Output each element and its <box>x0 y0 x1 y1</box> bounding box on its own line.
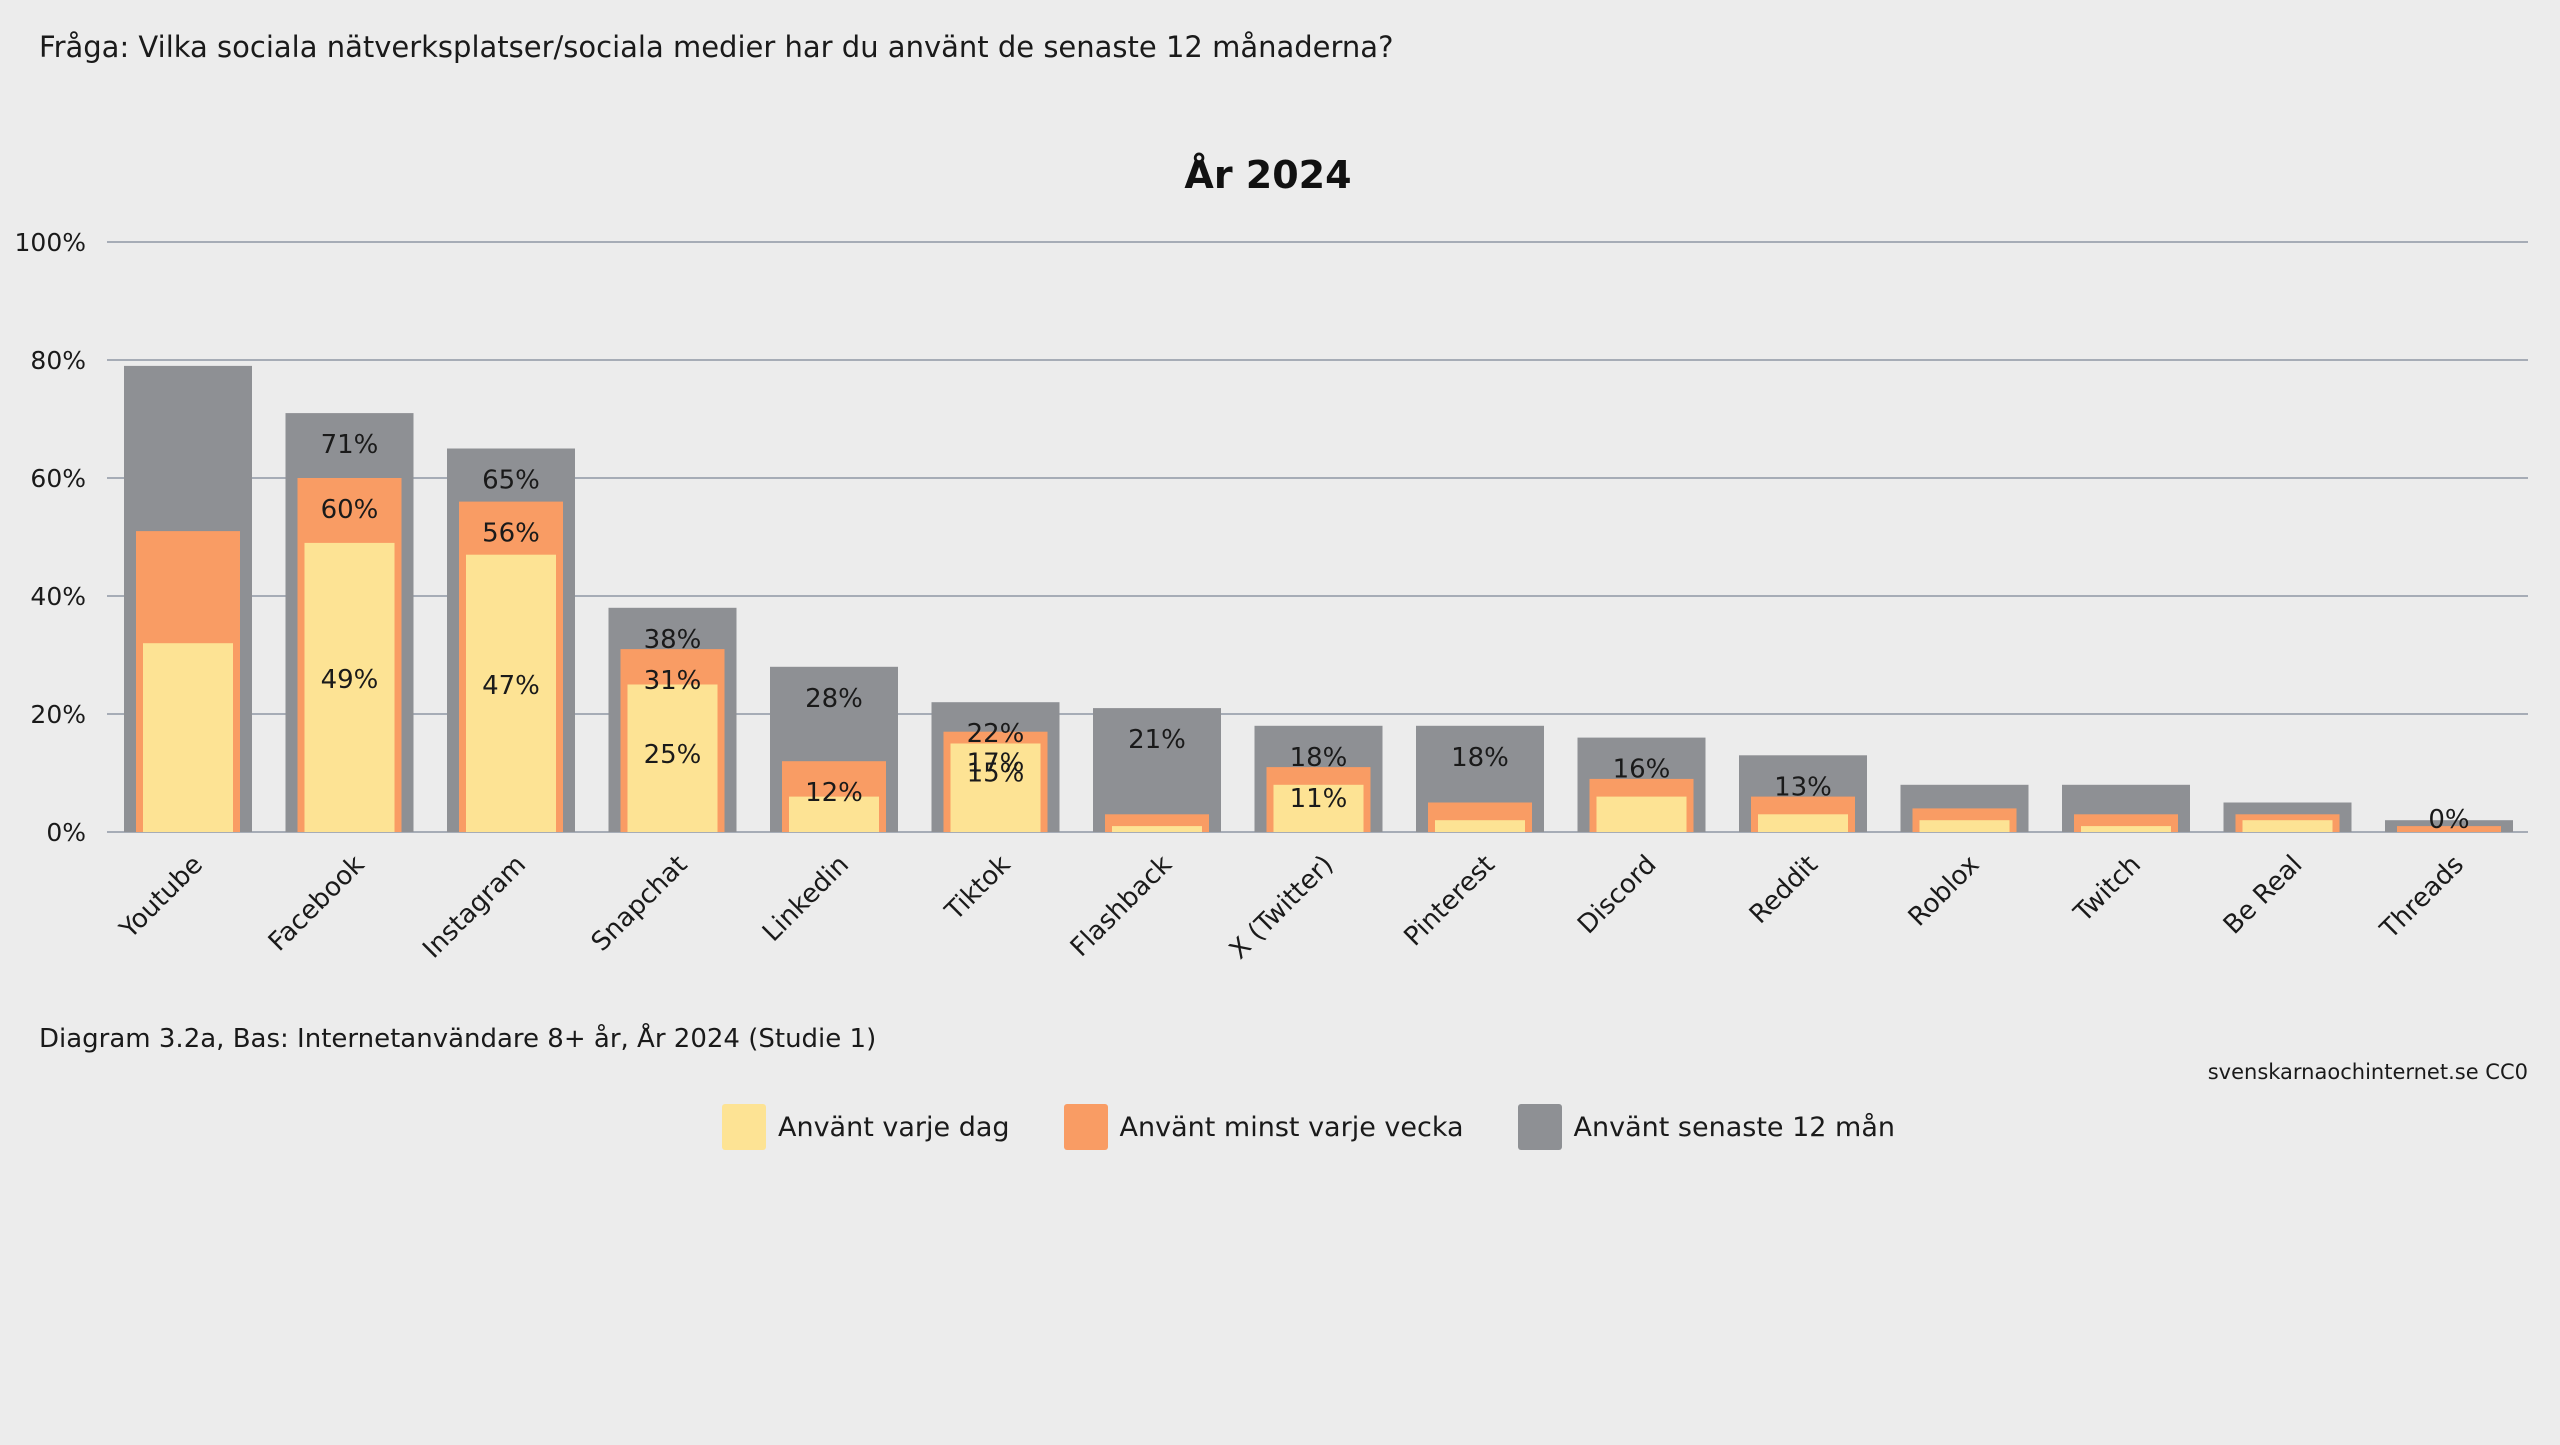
x-tick-label: Linkedin <box>757 850 855 948</box>
bar-daily <box>1273 784 1364 832</box>
data-label: 25% <box>644 740 702 770</box>
data-label: 49% <box>321 665 379 695</box>
y-tick-label: 60% <box>30 464 86 493</box>
data-label: 28% <box>805 684 863 714</box>
y-tick-label: 20% <box>30 700 86 729</box>
x-tick-label: Tiktok <box>939 850 1016 927</box>
x-tick-label: Pinterest <box>1399 850 1501 952</box>
data-label: 47% <box>482 671 540 701</box>
bar-daily <box>1919 820 2010 832</box>
legend-swatch-weekly <box>1063 1104 1108 1150</box>
legend-item-yearly: Använt senaste 12 mån <box>1517 1104 1895 1150</box>
bar-daily <box>143 643 233 832</box>
bar-yearly <box>1093 708 1221 832</box>
bar-daily <box>789 796 879 832</box>
data-label: 22% <box>967 719 1025 749</box>
x-tick-label: Twitch <box>2068 850 2147 929</box>
data-label: 60% <box>321 495 379 525</box>
legend-item-daily: Använt varje dag <box>722 1104 1010 1150</box>
legend: Använt varje dag Använt minst varje veck… <box>722 1104 1895 1150</box>
x-tick-label: Facebook <box>263 850 371 958</box>
data-label: 11% <box>1290 784 1348 814</box>
legend-label-weekly: Använt minst varje vecka <box>1119 1111 1464 1143</box>
legend-swatch-yearly <box>1517 1104 1562 1150</box>
x-tick-label: Instagram <box>417 850 532 965</box>
diagram-footnote: Diagram 3.2a, Bas: Internetanvändare 8+ … <box>39 1024 877 1054</box>
bar-daily <box>2242 820 2333 832</box>
data-label: 65% <box>482 466 540 496</box>
data-label: 31% <box>644 666 702 696</box>
bar-daily <box>1112 826 1202 832</box>
data-label: 16% <box>1613 755 1671 785</box>
data-label: 56% <box>482 519 540 549</box>
bar-daily <box>1758 814 1848 832</box>
data-label: 71% <box>321 430 379 460</box>
data-label: 12% <box>805 778 863 808</box>
legend-label-yearly: Använt senaste 12 mån <box>1573 1111 1895 1143</box>
y-tick-label: 40% <box>30 582 86 611</box>
data-label: 0% <box>2428 805 2469 835</box>
bar-daily <box>1596 796 1687 832</box>
x-tick-label: Snapchat <box>586 850 694 958</box>
x-tick-label: Be Real <box>2218 850 2309 941</box>
survey-question: Fråga: Vilka sociala nätverksplatser/soc… <box>39 30 1394 64</box>
stacked-usage-bar-chart: År 2024 0% 20% 40% 60% 80% 100% 71% 60% 49% 65% 5… <box>15 153 2528 966</box>
bars <box>124 365 2513 832</box>
data-label: 15% <box>967 759 1025 789</box>
data-label: 17% <box>967 749 1025 779</box>
x-tick-label: Roblox <box>1903 850 1986 933</box>
x-tick-label: Discord <box>1572 850 1662 940</box>
data-label: 18% <box>1451 743 1509 773</box>
data-label: 21% <box>1128 725 1186 755</box>
data-label: 13% <box>1774 772 1832 802</box>
y-tick-label: 0% <box>46 818 86 847</box>
x-axis-labels: Youtube Facebook Instagram Snapchat Linkedin… <box>113 850 2469 966</box>
x-tick-label: X (Twitter) <box>1224 850 1340 966</box>
y-tick-label: 80% <box>30 346 86 375</box>
bar-daily <box>627 684 718 832</box>
bar-daily <box>1435 820 1525 832</box>
source-credit: svenskarnaochinternet.se CC0 <box>2207 1060 2528 1084</box>
legend-item-weekly: Använt minst varje vecka <box>1063 1104 1464 1150</box>
bar-daily <box>950 743 1041 832</box>
bar-daily <box>466 554 556 832</box>
x-tick-label: Reddit <box>1744 850 1824 930</box>
bar-daily <box>2081 826 2171 832</box>
x-tick-label: Threads <box>2374 850 2470 946</box>
data-label: 18% <box>1290 743 1348 773</box>
y-axis-ticks: 0% 20% 40% 60% 80% 100% <box>15 228 86 847</box>
x-tick-label: Flashback <box>1065 850 1178 963</box>
legend-swatch-daily <box>722 1104 766 1150</box>
bar-daily <box>304 542 395 832</box>
x-tick-label: Youtube <box>113 850 208 945</box>
data-labels: 71%60%49%65%56%47%38%31%25%28%12%22%17%1… <box>321 430 2470 835</box>
y-tick-label: 100% <box>15 228 86 257</box>
data-label: 38% <box>644 625 702 655</box>
bar-weekly <box>2397 826 2501 832</box>
chart-title: År 2024 <box>1184 153 1351 197</box>
legend-label-daily: Använt varje dag <box>778 1111 1010 1143</box>
